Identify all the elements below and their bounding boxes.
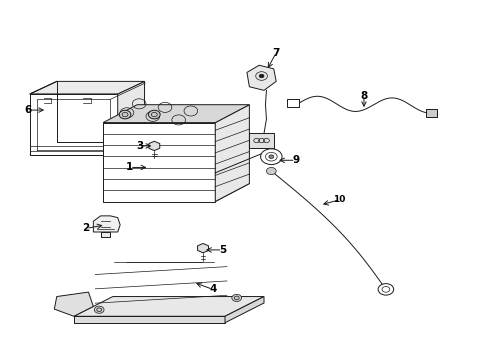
Polygon shape	[215, 105, 249, 202]
Circle shape	[268, 155, 273, 158]
Text: 1: 1	[126, 162, 133, 172]
Polygon shape	[30, 94, 118, 155]
Polygon shape	[103, 184, 249, 202]
Polygon shape	[224, 297, 264, 323]
Text: 3: 3	[136, 141, 143, 151]
Text: 8: 8	[360, 91, 367, 101]
Circle shape	[94, 306, 104, 313]
Text: 7: 7	[272, 48, 279, 58]
Bar	[287, 99, 299, 107]
Bar	[426, 109, 436, 117]
Polygon shape	[103, 105, 249, 123]
Polygon shape	[93, 216, 120, 232]
Circle shape	[231, 294, 241, 301]
Circle shape	[377, 284, 393, 295]
Circle shape	[259, 74, 264, 78]
Circle shape	[119, 110, 131, 119]
Text: 6: 6	[24, 105, 31, 115]
Circle shape	[266, 167, 276, 175]
Polygon shape	[197, 243, 208, 253]
Text: 9: 9	[291, 155, 299, 165]
Polygon shape	[148, 141, 160, 150]
Polygon shape	[249, 134, 273, 148]
Polygon shape	[103, 123, 215, 202]
Polygon shape	[246, 65, 276, 90]
Polygon shape	[101, 232, 110, 237]
Polygon shape	[74, 316, 224, 323]
Polygon shape	[30, 81, 144, 94]
Text: 4: 4	[209, 284, 216, 294]
Polygon shape	[54, 292, 93, 316]
Circle shape	[260, 149, 282, 165]
Text: 5: 5	[219, 245, 226, 255]
Polygon shape	[30, 142, 144, 155]
Polygon shape	[74, 297, 264, 316]
Text: 10: 10	[333, 195, 345, 204]
Text: 2: 2	[82, 224, 89, 233]
Polygon shape	[118, 81, 144, 155]
Circle shape	[148, 110, 160, 119]
